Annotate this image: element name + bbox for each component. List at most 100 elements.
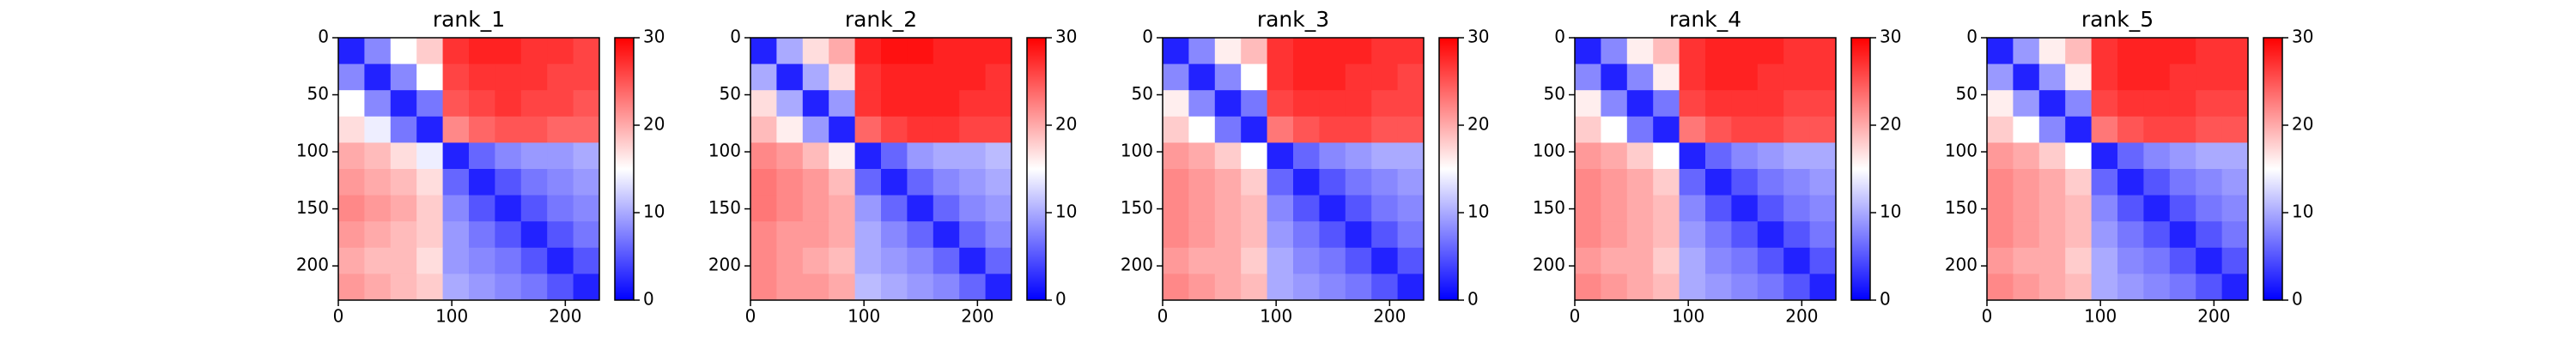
heatmap-cell	[2091, 221, 2118, 249]
heatmap-cell	[1214, 63, 1242, 91]
y-tick-label: 200	[1945, 255, 1978, 275]
x-tick-label: 0	[1982, 306, 1993, 327]
x-tick-label: 100	[2084, 306, 2117, 327]
heatmap-cell	[829, 38, 856, 65]
heatmap-cell	[854, 169, 882, 196]
heatmap-cell	[1783, 221, 1811, 249]
heatmap-cell	[364, 247, 392, 274]
heatmap-cell	[881, 221, 908, 249]
colorbar-tick-label: 20	[1055, 114, 1077, 135]
heatmap-cell	[750, 247, 777, 274]
colorbar-tick-label: 0	[1467, 289, 1479, 310]
heatmap-cell	[1783, 63, 1811, 91]
heatmap-cell	[364, 38, 392, 65]
heatmap-cell	[985, 142, 1012, 170]
x-tick-label: 100	[848, 306, 880, 327]
heatmap-cell	[338, 90, 365, 117]
heatmap-cell	[1241, 247, 1268, 274]
heatmap-cell	[2013, 63, 2040, 91]
heatmap-cell	[933, 169, 960, 196]
heatmap-cell	[1757, 274, 1784, 301]
y-tick-label: 150	[1533, 197, 1565, 218]
heatmap-cell	[1188, 142, 1216, 170]
heatmap-cell	[1575, 221, 1601, 249]
y-tick-label: 50	[720, 83, 741, 104]
heatmap-cell	[2143, 195, 2171, 222]
x-tick-label: 100	[435, 306, 468, 327]
heatmap-cell	[1188, 274, 1216, 301]
colorbar-tick-label: 0	[643, 289, 654, 310]
heatmap-cell	[1809, 90, 1837, 117]
heatmap-cell	[802, 274, 829, 301]
heatmap-cell	[1397, 195, 1425, 222]
heatmap-cell	[1731, 195, 1759, 222]
heatmap-cell	[985, 116, 1012, 143]
heatmap-cell	[1163, 274, 1189, 301]
heatmap-cell	[1163, 116, 1189, 143]
heatmap-cell	[1319, 142, 1346, 170]
y-tick-label: 0	[730, 27, 741, 47]
heatmap-cell	[520, 247, 548, 274]
heatmap-cell	[2196, 195, 2223, 222]
heatmap-cell	[750, 221, 777, 249]
heatmap-cell	[750, 142, 777, 170]
heatmap-cell	[469, 247, 495, 274]
heatmap-cell	[802, 195, 829, 222]
heatmap-cell	[1214, 169, 1242, 196]
heatmap-cell	[573, 116, 600, 143]
y-tick-label: 200	[296, 255, 329, 275]
heatmap-cell	[469, 195, 495, 222]
heatmap-cell	[2169, 63, 2196, 91]
heatmap-cell	[2091, 247, 2118, 274]
heatmap-cell	[802, 90, 829, 117]
heatmap-cell	[1345, 63, 1372, 91]
heatmap-cell	[2013, 116, 2040, 143]
heatmap-cell	[1188, 90, 1216, 117]
heatmap-cell	[442, 169, 470, 196]
heatmap-cell	[2169, 195, 2196, 222]
heatmap-cell	[776, 169, 804, 196]
heatmap-cell	[1757, 247, 1784, 274]
heatmap-cell	[2196, 169, 2223, 196]
y-tick-label: 50	[1956, 83, 1978, 104]
x-tick-label: 0	[1570, 306, 1581, 327]
heatmap-cell	[2196, 274, 2223, 301]
heatmap-cell	[2221, 247, 2249, 274]
heatmap-cell	[2143, 221, 2171, 249]
heatmap-cell	[1293, 247, 1320, 274]
heatmap-cell	[2038, 116, 2066, 143]
heatmap-cell	[495, 38, 522, 65]
plot-frame	[337, 37, 600, 301]
heatmap-cell	[1653, 221, 1680, 249]
heatmap-cell	[2065, 38, 2093, 65]
heatmap-cell	[2065, 142, 2093, 170]
x-tick-label: 200	[1785, 306, 1818, 327]
heatmap-cell	[1241, 195, 1268, 222]
heatmap-cell	[1626, 195, 1654, 222]
heatmap-cell	[750, 63, 777, 91]
heatmap-cell	[1575, 274, 1601, 301]
heatmap-cell	[469, 63, 495, 91]
heatmap-cell	[2117, 274, 2144, 301]
heatmap-cell	[416, 274, 444, 301]
heatmap-cell	[390, 169, 417, 196]
heatmap-cell	[573, 274, 600, 301]
x-tick-label: 0	[745, 306, 756, 327]
heatmap-cell	[390, 195, 417, 222]
chart-title: rank_2	[845, 7, 917, 32]
heatmap-cell	[2013, 195, 2040, 222]
heatmap-cell	[1987, 274, 2014, 301]
heatmap-cell	[933, 247, 960, 274]
heatmap-cell	[1575, 247, 1601, 274]
heatmap-cell	[959, 195, 987, 222]
heatmap-cell	[573, 142, 600, 170]
y-tick-label: 150	[708, 197, 741, 218]
heatmap-cell	[2143, 116, 2171, 143]
heatmap-cell	[2221, 274, 2249, 301]
heatmap-cell	[1757, 38, 1784, 65]
heatmap-cell	[1705, 116, 1732, 143]
heatmap-cell	[2065, 195, 2093, 222]
heatmap-cell	[2065, 90, 2093, 117]
heatmap-cell	[2065, 247, 2093, 274]
heatmap-cell	[2221, 38, 2249, 65]
